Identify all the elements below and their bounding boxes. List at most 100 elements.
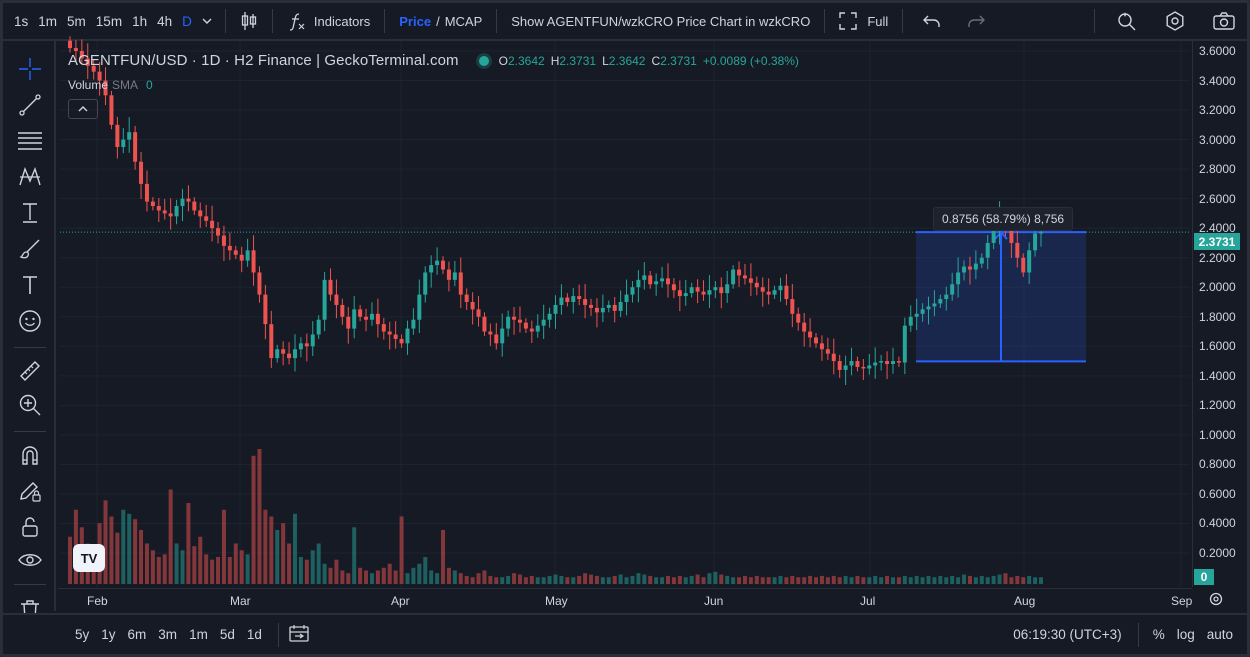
interval-1s[interactable]: 1s <box>14 13 29 29</box>
range-6m[interactable]: 6m <box>127 627 147 642</box>
candle-body <box>251 250 256 273</box>
candle-body <box>79 51 84 59</box>
volume-bar <box>1009 577 1014 584</box>
screenshot-button[interactable] <box>1207 12 1241 30</box>
settings-button[interactable] <box>1159 11 1191 31</box>
range-1d[interactable]: 1d <box>246 627 262 642</box>
measure-tool[interactable] <box>16 357 44 385</box>
tradingview-logo[interactable]: TV <box>73 544 105 572</box>
volume-bar <box>559 575 564 584</box>
hide-drawings-tool[interactable] <box>16 546 44 574</box>
price-tick-label: 0.6000 <box>1199 486 1236 501</box>
crosshair-tool[interactable] <box>16 55 44 83</box>
volume-bar <box>476 573 481 584</box>
candle-body <box>547 313 552 320</box>
volume-bar <box>435 573 440 584</box>
price-axis[interactable]: 3.6000 3.4000 3.2000 3.0000 2.8000 2.6000 2.40… <box>1192 41 1247 587</box>
price-tick-label: 2.6000 <box>1199 191 1236 206</box>
undo-button[interactable] <box>917 14 947 28</box>
trendline-tool[interactable] <box>16 91 44 119</box>
clock-timezone[interactable]: 06:19:30 (UTC+3) <box>1013 627 1122 642</box>
pattern-tool[interactable] <box>16 163 44 191</box>
log-scale-toggle[interactable]: log <box>1176 627 1195 642</box>
chart-type-button[interactable] <box>234 11 264 31</box>
range-1m[interactable]: 1m <box>189 627 208 642</box>
candle-body <box>506 316 511 329</box>
interval-4h[interactable]: 4h <box>157 13 173 29</box>
volume-legend[interactable]: Volume SMA 0 <box>68 78 153 92</box>
candle-body <box>814 337 819 344</box>
zoom-tool[interactable] <box>16 391 44 419</box>
range-1y[interactable]: 1y <box>101 627 116 642</box>
chart-settings-button[interactable] <box>1208 591 1224 610</box>
candle-body <box>772 290 777 295</box>
chart-legend: AGENTFUN/USD · 1D · H2 Finance | GeckoTe… <box>68 52 805 69</box>
range-3m[interactable]: 3m <box>158 627 178 642</box>
fullscreen-button[interactable]: Full <box>833 12 894 30</box>
quick-search-button[interactable] <box>1111 11 1143 31</box>
auto-scale-toggle[interactable]: auto <box>1206 627 1233 642</box>
prediction-tool[interactable] <box>16 199 44 227</box>
mcap-option[interactable]: MCAP <box>444 13 483 29</box>
brush-tool[interactable] <box>16 235 44 263</box>
indicators-button[interactable]: Indicators <box>281 11 376 31</box>
volume-bar <box>500 577 505 584</box>
magnet-tool[interactable] <box>16 441 44 469</box>
volume-bar <box>334 559 339 584</box>
candle-body <box>624 294 629 302</box>
lock-drawings-tool[interactable] <box>16 477 44 505</box>
symbol-title[interactable]: AGENTFUN/USD · 1D · H2 Finance | GeckoTe… <box>68 52 459 69</box>
goto-date-button[interactable] <box>289 624 309 645</box>
interval-1m[interactable]: 1m <box>38 13 58 29</box>
range-5y[interactable]: 5y <box>75 627 90 642</box>
lock-all-tool[interactable] <box>16 513 44 541</box>
price-tick-label: 2.0000 <box>1199 280 1236 295</box>
interval-15m[interactable]: 15m <box>95 13 123 29</box>
volume-bar <box>523 577 528 584</box>
fib-tool[interactable] <box>16 127 44 155</box>
volume-bar <box>843 575 848 584</box>
volume-bar <box>784 577 789 584</box>
current-price-label: 2.3731 <box>1194 233 1240 250</box>
redo-button[interactable] <box>961 14 991 28</box>
candle-body <box>512 316 517 320</box>
interval-1h[interactable]: 1h <box>132 13 148 29</box>
volume-bar <box>654 577 659 584</box>
volume-bar <box>458 573 463 584</box>
volume-bar <box>618 574 623 584</box>
interval-dropdown-chevron-icon[interactable] <box>197 14 217 29</box>
crosshair-icon <box>19 58 41 80</box>
range-5d[interactable]: 5d <box>219 627 235 642</box>
text-tool[interactable] <box>16 271 44 299</box>
candle-body <box>902 325 907 363</box>
show-quote-chart-button[interactable]: Show AGENTFUN/wzkCRO Price Chart in wzkC… <box>505 14 816 29</box>
volume-bar <box>369 573 374 584</box>
volume-bar <box>322 563 327 584</box>
candle-body <box>109 95 114 125</box>
price-range-measurement[interactable] <box>916 230 1086 363</box>
candle-body <box>192 201 197 211</box>
price-option[interactable]: Price <box>399 13 432 29</box>
emoji-tool[interactable] <box>16 307 44 335</box>
volume-bar <box>583 573 588 584</box>
candle-body <box>837 361 842 370</box>
interval-d[interactable]: D <box>182 13 192 29</box>
candle-body <box>707 290 712 295</box>
percent-scale-toggle[interactable]: % <box>1152 627 1165 642</box>
volume-bar <box>600 577 605 584</box>
volume-bar <box>677 575 682 584</box>
candle-body <box>73 48 78 51</box>
price-mcap-toggle[interactable]: Price / MCAP <box>393 14 488 29</box>
time-axis[interactable]: Feb Mar Apr May Jun Jul Aug Sep <box>58 588 1192 612</box>
price-tick-label: 1.6000 <box>1199 339 1236 354</box>
magnet-icon <box>22 446 38 465</box>
volume-bar <box>506 575 511 584</box>
volume-bar <box>281 523 286 584</box>
volume-bar <box>239 550 244 584</box>
candle-body <box>127 132 132 140</box>
collapse-legend-button[interactable] <box>68 99 98 119</box>
volume-bar <box>429 570 434 584</box>
interval-5m[interactable]: 5m <box>67 13 86 29</box>
volume-bar <box>606 577 611 584</box>
